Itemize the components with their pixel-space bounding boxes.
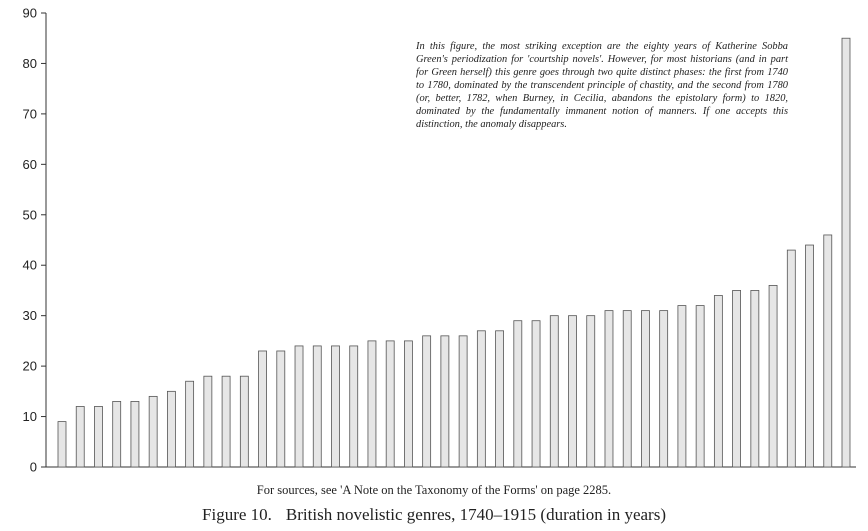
figure-caption: Figure 10. British novelistic genres, 174… (0, 505, 868, 525)
figure-title: British novelistic genres, 1740–1915 (du… (285, 505, 666, 524)
bar (75, 406, 85, 468)
bar (294, 345, 304, 468)
bar (221, 375, 231, 468)
bar (276, 350, 286, 468)
bar (258, 350, 267, 468)
bar (185, 380, 195, 468)
bar (677, 305, 687, 468)
bar (805, 244, 814, 468)
bar (786, 249, 796, 468)
bar (604, 310, 614, 468)
bar (422, 335, 432, 468)
bar (659, 310, 669, 468)
figure-number: Figure 10. (202, 505, 272, 524)
chart-annotation: In this figure, the most striking except… (416, 41, 788, 130)
bar (349, 345, 359, 468)
bar (732, 290, 741, 468)
bar (695, 305, 705, 468)
bars (57, 37, 851, 468)
bar-chart: 0 10 20 30 40 50 60 70 80 90 (23, 6, 856, 475)
bar (531, 320, 541, 468)
y-tick-label: 90 (23, 6, 37, 21)
bar (367, 340, 377, 468)
bar (476, 330, 486, 468)
bar (513, 320, 523, 468)
bar (750, 290, 760, 468)
bar (622, 310, 632, 468)
y-tick-label: 40 (23, 258, 37, 273)
bar (331, 345, 340, 468)
bar (713, 295, 723, 468)
bar (440, 335, 450, 468)
y-tick-label: 70 (23, 106, 37, 121)
bar (94, 406, 103, 468)
y-tick-label: 60 (23, 157, 37, 172)
bar (57, 421, 67, 468)
bar (112, 401, 122, 468)
y-tick-label: 10 (23, 409, 37, 424)
bar (458, 335, 468, 468)
bar (148, 395, 158, 468)
y-tick-label: 20 (23, 359, 37, 374)
source-note: For sources, see 'A Note on the Taxonomy… (256, 483, 612, 497)
bar (203, 375, 213, 468)
bar (239, 375, 249, 468)
bar (130, 401, 140, 468)
bar (385, 340, 395, 468)
bar (768, 284, 778, 468)
bar (495, 330, 504, 468)
bar (166, 390, 176, 468)
bar (549, 315, 559, 468)
y-tick-label: 0 (30, 460, 37, 475)
bar (312, 345, 322, 468)
bar (823, 234, 833, 468)
y-tick-label: 80 (23, 56, 37, 71)
y-tick-label: 50 (23, 207, 37, 222)
bar (641, 310, 650, 468)
bar (841, 37, 851, 468)
bar (586, 315, 596, 468)
y-tick-label: 30 (23, 308, 37, 323)
bar (404, 340, 413, 468)
bar (568, 315, 577, 468)
y-axis-ticks: 0 10 20 30 40 50 60 70 80 90 (23, 6, 46, 475)
